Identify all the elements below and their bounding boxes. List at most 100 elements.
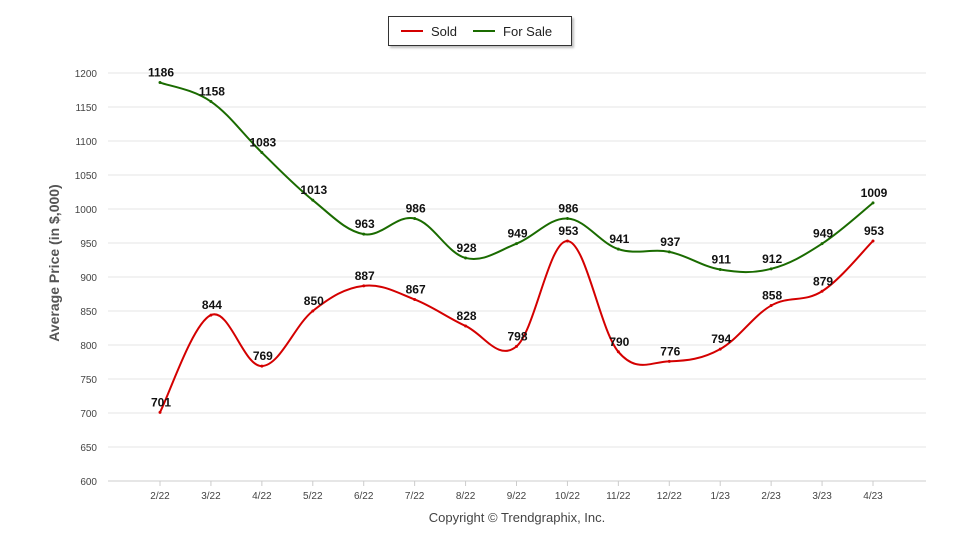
- copyright-text: Copyright © Trendgraphix, Inc.: [428, 510, 606, 525]
- data-point-for-sale: [311, 198, 315, 202]
- data-label-sold: 879: [813, 274, 833, 288]
- data-point-for-sale: [565, 217, 569, 221]
- data-label-sold: 828: [457, 309, 477, 323]
- data-point-for-sale: [515, 242, 518, 246]
- y-tick-label: 1200: [75, 69, 98, 80]
- axes: 600 650 700 750 800 850 900 950 1000 1050 1100 1150…: [75, 69, 926, 502]
- data-label-for-sale: 949: [813, 227, 833, 241]
- data-label-for-sale: 941: [609, 232, 629, 246]
- data-point-for-sale: [464, 256, 468, 260]
- data-label-sold: 794: [711, 332, 731, 346]
- data-label-sold: 867: [406, 282, 426, 296]
- y-tick-label: 1000: [75, 205, 98, 216]
- x-tick-label: 9/22: [507, 491, 527, 502]
- data-label-sold: 769: [253, 349, 273, 363]
- data-label-for-sale: 1158: [199, 85, 225, 99]
- y-tick-label: 700: [80, 409, 97, 420]
- data-point-for-sale: [718, 268, 722, 272]
- x-tick-label: 7/22: [405, 491, 425, 502]
- data-label-for-sale: 928: [457, 241, 477, 255]
- x-tick-label: 4/22: [252, 491, 272, 502]
- for-sale-line-icon: [473, 30, 496, 32]
- x-tick-label: 10/22: [555, 491, 580, 502]
- data-point-sold: [667, 359, 671, 363]
- x-tick-label: 5/22: [303, 491, 323, 502]
- data-label-for-sale: 986: [406, 202, 426, 216]
- data-label-sold: 953: [558, 224, 578, 238]
- data-point-sold: [362, 284, 366, 288]
- series-line-sold: [159, 239, 874, 413]
- x-tick-label: 3/22: [201, 491, 221, 502]
- series-lines: [158, 81, 875, 414]
- y-tick-label: 1100: [75, 137, 97, 148]
- data-label-sold: 887: [355, 269, 375, 283]
- data-label-for-sale: 1009: [861, 186, 888, 200]
- legend-item-for-sale[interactable]: For Sale: [473, 24, 552, 39]
- legend-label-sold: Sold: [431, 23, 458, 39]
- data-point-sold: [769, 304, 773, 308]
- y-tick-label: 650: [80, 443, 97, 454]
- y-axis-title: Average Price (in $,000): [46, 184, 62, 342]
- legend: Sold For Sale: [388, 16, 572, 46]
- data-labels: 701 844 769 850 887 867 828 798 953 790 776 794 858 8…: [148, 66, 888, 410]
- data-label-for-sale: 937: [660, 235, 680, 249]
- gridlines: [108, 72, 926, 482]
- data-point-sold: [464, 324, 468, 328]
- data-point-sold: [565, 239, 569, 243]
- data-label-for-sale: 1013: [300, 183, 327, 197]
- data-label-for-sale: 912: [762, 252, 782, 266]
- legend-label-for-sale: For Sale: [503, 23, 553, 39]
- x-tick-label: 12/22: [657, 491, 682, 502]
- data-point-sold: [311, 309, 315, 313]
- data-point-for-sale: [616, 247, 620, 251]
- y-tick-label: 800: [80, 341, 97, 352]
- x-tick-label: 4/23: [863, 491, 883, 502]
- data-point-for-sale: [820, 242, 824, 246]
- y-tick-label: 750: [80, 375, 97, 386]
- x-tick-label: 1/23: [710, 491, 730, 502]
- data-point-sold: [158, 410, 162, 414]
- x-tick-label: 3/23: [812, 491, 832, 502]
- sold-line-icon: [401, 30, 423, 32]
- data-point-sold: [260, 364, 264, 368]
- data-point-for-sale: [413, 217, 417, 221]
- data-label-for-sale: 963: [355, 217, 375, 231]
- data-point-sold: [871, 239, 875, 243]
- legend-item-sold[interactable]: Sold: [401, 24, 457, 39]
- y-tick-label: 850: [80, 307, 97, 318]
- x-tick-label: 11/22: [606, 491, 631, 502]
- data-point-for-sale: [667, 250, 671, 254]
- data-point-sold: [616, 350, 620, 354]
- data-point-sold: [820, 289, 824, 293]
- x-tick-label: 6/22: [354, 491, 374, 502]
- y-tick-label: 1050: [75, 171, 98, 182]
- data-label-for-sale: 1083: [250, 136, 277, 150]
- data-label-sold: 798: [507, 329, 527, 343]
- x-tick-label: 8/22: [456, 491, 476, 502]
- x-tick-label: 2/23: [761, 491, 781, 502]
- data-point-for-sale: [769, 267, 773, 271]
- data-label-sold: 953: [864, 224, 884, 238]
- data-label-sold: 858: [762, 289, 782, 303]
- data-point-sold: [413, 297, 417, 301]
- data-label-sold: 776: [660, 344, 680, 358]
- data-point-for-sale: [871, 201, 875, 205]
- data-label-sold: 850: [304, 294, 324, 308]
- data-label-sold: 844: [202, 298, 222, 312]
- y-tick-label: 950: [80, 239, 97, 250]
- y-tick-label: 600: [80, 477, 97, 488]
- data-point-sold: [209, 313, 213, 317]
- data-point-sold: [718, 347, 722, 351]
- data-point-sold: [515, 344, 518, 348]
- data-point-for-sale: [260, 151, 264, 155]
- x-tick-label: 2/22: [150, 491, 170, 502]
- data-label-for-sale: 986: [558, 202, 578, 216]
- data-point-for-sale: [158, 81, 162, 85]
- y-tick-label: 900: [80, 273, 97, 284]
- data-label-sold: 790: [609, 335, 629, 349]
- data-label-for-sale: 949: [507, 227, 527, 241]
- data-point-for-sale: [209, 100, 213, 104]
- data-label-sold: 701: [151, 395, 171, 409]
- data-label-for-sale: 911: [712, 253, 732, 267]
